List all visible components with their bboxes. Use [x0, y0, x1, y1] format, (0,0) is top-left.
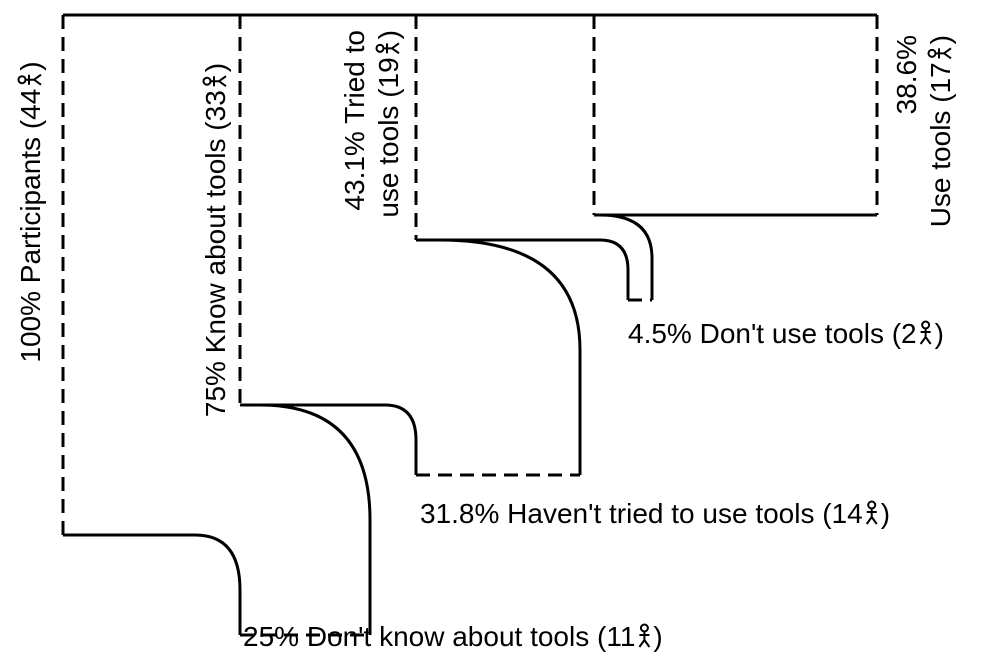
- label-text: use tools (19: [373, 57, 404, 217]
- label-line: 38.6%: [891, 35, 922, 114]
- use-label: 38.6% Use tools (17): [891, 35, 956, 227]
- icon-head: [927, 48, 937, 58]
- person-icon: [927, 47, 952, 60]
- icon-body: [919, 329, 932, 345]
- icon-head: [921, 320, 931, 330]
- person-icon: [919, 320, 932, 345]
- icon-body: [865, 509, 878, 525]
- dont-use-label: 4.5% Don't use tools (2): [628, 318, 944, 349]
- participants-label: 100% Participants (44): [15, 61, 46, 362]
- person-icon: [17, 73, 42, 86]
- person-icon: [202, 75, 227, 88]
- havent-tried-label: 31.8% Haven't tried to use tools (14): [420, 498, 890, 529]
- label-close: ): [925, 35, 956, 44]
- know-label: 75% Know about tools (33): [200, 63, 231, 417]
- label-text: 4.5% Don't use tools (2: [628, 318, 917, 349]
- icon-head: [17, 75, 27, 85]
- label-close: ): [935, 318, 944, 349]
- label-close: ): [653, 621, 662, 652]
- icon-head: [202, 76, 212, 86]
- label-text: Use tools (17: [925, 62, 956, 227]
- icon-body: [936, 47, 952, 60]
- person-icon: [865, 500, 878, 525]
- label-close: ): [373, 30, 404, 39]
- icon-body: [26, 73, 42, 86]
- icon-head: [639, 623, 649, 633]
- icon-head: [375, 43, 385, 53]
- label-close: ): [15, 61, 46, 70]
- label-close: ): [200, 63, 231, 72]
- label-text: 25% Don't know about tools (11: [243, 621, 635, 652]
- label-text: 100% Participants (44: [15, 89, 46, 363]
- label-text: 31.8% Haven't tried to use tools (14: [420, 498, 863, 529]
- dont-know-label: 25% Don't know about tools (11): [243, 621, 663, 652]
- label-line: 43.1% Tried to: [339, 30, 370, 211]
- havent-inner: [439, 238, 582, 475]
- icon-body: [384, 42, 400, 55]
- icon-head: [867, 500, 877, 510]
- icon-body: [638, 632, 651, 648]
- dont-know-inner: [259, 403, 372, 635]
- label-close: ): [881, 498, 890, 529]
- icon-body: [211, 75, 227, 88]
- label-text: 75% Know about tools (33: [200, 90, 231, 417]
- havent-outer: [240, 403, 418, 475]
- person-icon: [638, 623, 651, 648]
- dont-know-outer: [63, 533, 242, 635]
- funnel-shapes: [61, 13, 879, 637]
- person-icon: [375, 42, 400, 55]
- tried-label: 43.1% Tried to use tools (19): [339, 30, 404, 218]
- dont-use-outer: [416, 238, 630, 300]
